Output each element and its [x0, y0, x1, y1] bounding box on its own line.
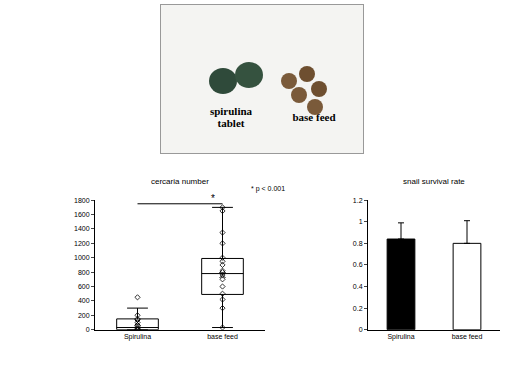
svg-text:0.2: 0.2	[353, 305, 363, 312]
svg-text:1200: 1200	[74, 240, 90, 247]
svg-text:0.8: 0.8	[353, 240, 363, 247]
html-text:base feed: base feed	[292, 111, 336, 123]
svg-text:1.2: 1.2	[353, 197, 363, 204]
svg-text:1400: 1400	[74, 225, 90, 232]
svg-text:800: 800	[78, 269, 90, 276]
svg-text:Spirulina: Spirulina	[387, 333, 414, 341]
svg-text:* p < 0.001: * p < 0.001	[251, 185, 285, 193]
svg-text:base feed: base feed	[452, 333, 483, 340]
svg-text:0: 0	[359, 326, 363, 333]
svg-text:Spirulina: Spirulina	[124, 333, 151, 341]
svg-text:base feed: base feed	[207, 333, 238, 340]
svg-text:200: 200	[78, 312, 90, 319]
svg-text:cercaria number: cercaria number	[151, 177, 209, 186]
svg-text:1600: 1600	[74, 211, 90, 218]
svg-text:1800: 1800	[74, 197, 90, 204]
svg-text:0.4: 0.4	[353, 283, 363, 290]
svg-text:snail survival rate: snail survival rate	[403, 177, 465, 186]
svg-text:1000: 1000	[74, 254, 90, 261]
svg-text:0: 0	[86, 326, 90, 333]
svg-text:600: 600	[78, 283, 90, 290]
svg-text:400: 400	[78, 297, 90, 304]
svg-text:*: *	[211, 193, 215, 204]
svg-text:0.6: 0.6	[353, 261, 363, 268]
html-text:spirulina tablet: spirulina tablet	[209, 105, 253, 129]
svg-text:1: 1	[359, 218, 363, 225]
